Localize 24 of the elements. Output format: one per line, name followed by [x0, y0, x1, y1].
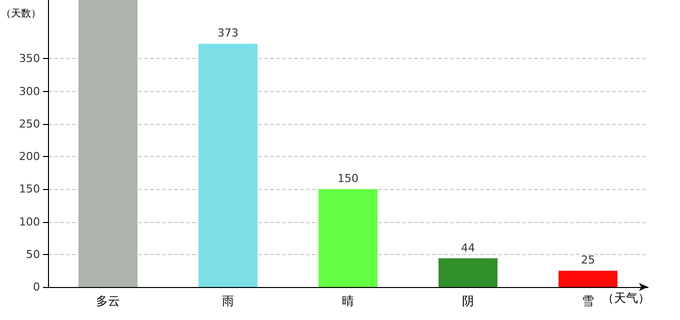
y-tick-label: 150 — [19, 182, 40, 196]
x-tick-label: 阴 — [462, 294, 474, 308]
bar — [438, 258, 498, 287]
y-tick-label: 250 — [19, 117, 40, 130]
bar — [78, 0, 138, 287]
x-tick-label: 晴 — [342, 294, 354, 308]
y-tick-label: 0 — [33, 280, 40, 294]
x-axis-title: （天气） — [602, 291, 650, 305]
bar — [318, 189, 378, 287]
data-label: 150 — [338, 172, 358, 186]
data-label: 25 — [581, 254, 595, 267]
x-tick-label: 多云 — [96, 294, 120, 308]
bar — [198, 44, 258, 287]
x-tick-label: 雪 — [582, 294, 594, 308]
data-label: 373 — [218, 26, 238, 40]
y-axis-title: （天数） — [1, 8, 41, 20]
y-tick-label: 100 — [19, 215, 40, 228]
y-tick-label: 350 — [19, 52, 40, 66]
data-label: 44 — [461, 241, 475, 254]
y-tick-label: 300 — [19, 84, 40, 98]
x-tick-label: 雨 — [222, 294, 234, 308]
bar — [558, 270, 618, 287]
y-tick-label: 50 — [26, 248, 40, 261]
y-tick-label: 200 — [19, 150, 40, 164]
